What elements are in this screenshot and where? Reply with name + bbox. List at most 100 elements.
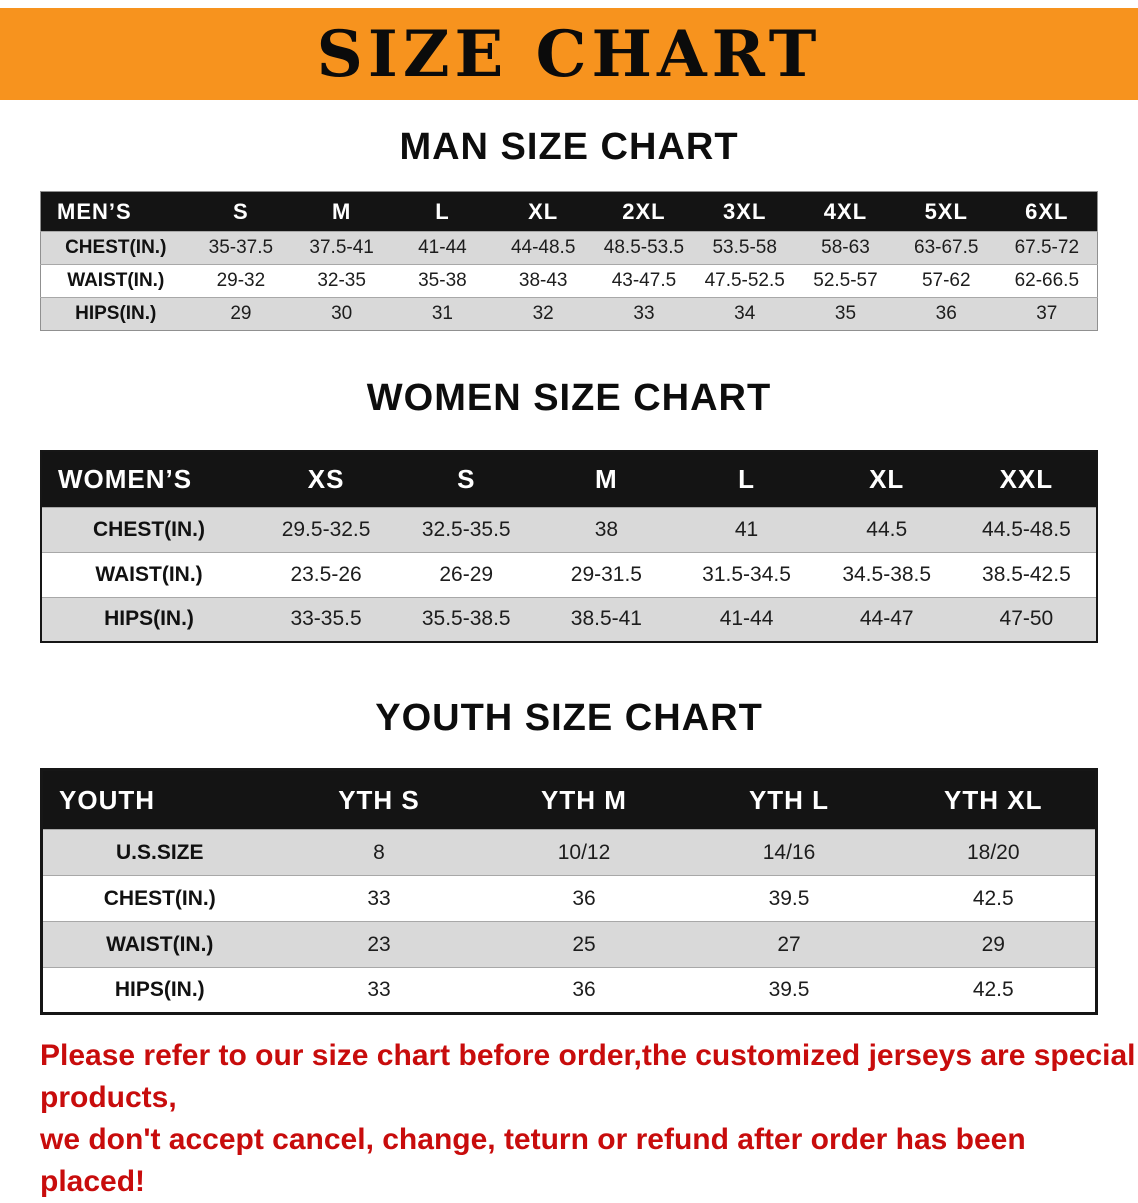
row-label: U.S.SIZE — [41, 829, 277, 876]
size-value-cell: 52.5-57 — [795, 264, 896, 298]
size-value-cell: 34.5-38.5 — [816, 551, 957, 597]
size-value-cell: 25 — [481, 921, 687, 968]
table-row: HIPS(IN.) 33 36 39.5 42.5 — [41, 967, 1097, 1014]
size-column-header: 5XL — [895, 191, 997, 232]
size-value-cell: 32.5-35.5 — [396, 506, 537, 552]
table-row: WAIST(IN.) 23.5-26 26-29 29-31.5 31.5-34.5 34… — [41, 551, 1097, 597]
table-row: WAIST(IN.) 29-32 32-35 35-38 38-43 43-47.5 47.… — [40, 264, 1098, 298]
size-value-cell: 26-29 — [396, 551, 537, 597]
size-chart-banner: SIZE CHART — [0, 8, 1138, 100]
size-value-cell: 38.5-42.5 — [956, 551, 1097, 597]
size-value-cell: 34 — [694, 297, 796, 331]
page-title: SIZE CHART — [316, 16, 822, 92]
size-value-cell: 43-47.5 — [593, 264, 695, 298]
size-value-cell: 18/20 — [891, 829, 1097, 876]
size-value-cell: 41-44 — [392, 231, 493, 265]
row-label: CHEST(IN.) — [41, 875, 277, 922]
size-value-cell: 36 — [481, 875, 687, 922]
youth-section-heading: YOUTH SIZE CHART — [375, 697, 763, 739]
size-value-cell: 29-31.5 — [536, 551, 677, 597]
size-column-header: 2XL — [593, 191, 695, 232]
youth-size-table: YOUTH YTH S YTH M YTH L YTH XL U.S.SIZE 8 10/12… — [40, 768, 1098, 1015]
disclaimer-line-1: Please refer to our size chart before or… — [40, 1039, 1136, 1114]
men-size-section: MAN SIZE CHART MEN’S S M L XL 2XL 3XL 4XL 5XL 6XL… — [0, 126, 1138, 331]
size-column-header: YTH S — [276, 769, 482, 830]
row-label: HIPS(IN.) — [41, 596, 256, 642]
size-column-header: 3XL — [694, 191, 796, 232]
size-value-cell: 27 — [686, 921, 892, 968]
size-value-cell: 29 — [190, 297, 292, 331]
size-value-cell: 42.5 — [891, 967, 1097, 1014]
size-value-cell: 47-50 — [956, 596, 1097, 642]
table-header-row: YOUTH YTH S YTH M YTH L YTH XL — [41, 769, 1097, 830]
size-value-cell: 37 — [996, 297, 1098, 331]
size-value-cell: 30 — [291, 297, 393, 331]
size-value-cell: 32-35 — [291, 264, 393, 298]
size-value-cell: 35-38 — [392, 264, 493, 298]
size-value-cell: 38-43 — [492, 264, 594, 298]
size-value-cell: 48.5-53.5 — [593, 231, 695, 265]
size-column-header: 6XL — [996, 191, 1098, 232]
size-column-header: YTH L — [686, 769, 892, 830]
table-row: CHEST(IN.) 29.5-32.5 32.5-35.5 38 41 44.5 44.5… — [41, 506, 1097, 552]
row-label: WAIST(IN.) — [41, 551, 256, 597]
size-value-cell: 37.5-41 — [291, 231, 393, 265]
size-value-cell: 33 — [276, 967, 482, 1014]
size-value-cell: 47.5-52.5 — [694, 264, 796, 298]
size-column-header: XL — [816, 451, 957, 507]
size-value-cell: 53.5-58 — [694, 231, 796, 265]
size-value-cell: 38 — [536, 506, 677, 552]
youth-size-section: YOUTH SIZE CHART YOUTH YTH S YTH M YTH L YTH… — [0, 697, 1138, 1015]
size-value-cell: 67.5-72 — [996, 231, 1098, 265]
table-corner-label: YOUTH — [41, 769, 277, 830]
table-row: CHEST(IN.) 33 36 39.5 42.5 — [41, 875, 1097, 922]
men-size-table: MEN’S S M L XL 2XL 3XL 4XL 5XL 6XL CHEST(IN.) 35-37… — [40, 191, 1098, 331]
size-value-cell: 33-35.5 — [256, 596, 397, 642]
size-value-cell: 39.5 — [686, 875, 892, 922]
table-header-row: MEN’S S M L XL 2XL 3XL 4XL 5XL 6XL — [40, 191, 1098, 232]
size-value-cell: 58-63 — [795, 231, 896, 265]
table-corner-label: WOMEN’S — [41, 451, 256, 507]
size-value-cell: 36 — [481, 967, 687, 1014]
size-value-cell: 63-67.5 — [895, 231, 997, 265]
row-label: CHEST(IN.) — [40, 231, 191, 265]
size-value-cell: 31 — [392, 297, 493, 331]
size-value-cell: 41-44 — [676, 596, 817, 642]
row-label: WAIST(IN.) — [40, 264, 191, 298]
table-row: HIPS(IN.) 33-35.5 35.5-38.5 38.5-41 41-44 44-… — [41, 596, 1097, 642]
size-column-header: L — [676, 451, 817, 507]
size-value-cell: 35.5-38.5 — [396, 596, 537, 642]
women-section-heading: WOMEN SIZE CHART — [366, 377, 772, 419]
size-value-cell: 31.5-34.5 — [676, 551, 817, 597]
size-column-header: M — [291, 191, 393, 232]
size-value-cell: 36 — [895, 297, 997, 331]
size-value-cell: 8 — [276, 829, 482, 876]
size-column-header: M — [536, 451, 677, 507]
row-label: CHEST(IN.) — [41, 506, 256, 552]
size-column-header: S — [396, 451, 537, 507]
row-label: HIPS(IN.) — [41, 967, 277, 1014]
size-value-cell: 42.5 — [891, 875, 1097, 922]
size-value-cell: 39.5 — [686, 967, 892, 1014]
size-value-cell: 23.5-26 — [256, 551, 397, 597]
size-value-cell: 41 — [676, 506, 817, 552]
disclaimer-note: Please refer to our size chart before or… — [40, 1035, 1138, 1203]
size-value-cell: 14/16 — [686, 829, 892, 876]
size-value-cell: 44.5-48.5 — [956, 506, 1097, 552]
size-value-cell: 44-47 — [816, 596, 957, 642]
table-row: CHEST(IN.) 35-37.5 37.5-41 41-44 44-48.5 48.5… — [40, 231, 1098, 265]
size-value-cell: 38.5-41 — [536, 596, 677, 642]
size-value-cell: 32 — [492, 297, 594, 331]
table-row: HIPS(IN.) 29 30 31 32 33 34 35 36 37 — [40, 297, 1098, 331]
size-value-cell: 10/12 — [481, 829, 687, 876]
table-row: U.S.SIZE 8 10/12 14/16 18/20 — [41, 829, 1097, 876]
size-value-cell: 23 — [276, 921, 482, 968]
women-size-table: WOMEN’S XS S M L XL XXL CHEST(IN.) 29.5-32.5 32.5… — [40, 450, 1098, 643]
men-section-heading: MAN SIZE CHART — [399, 126, 739, 168]
size-chart-page: SIZE CHART MAN SIZE CHART MEN’S S M L XL 2XL 3… — [0, 8, 1138, 1203]
size-column-header: XXL — [956, 451, 1097, 507]
size-value-cell: 44.5 — [816, 506, 957, 552]
size-column-header: S — [190, 191, 292, 232]
size-value-cell: 29.5-32.5 — [256, 506, 397, 552]
size-value-cell: 29-32 — [190, 264, 292, 298]
